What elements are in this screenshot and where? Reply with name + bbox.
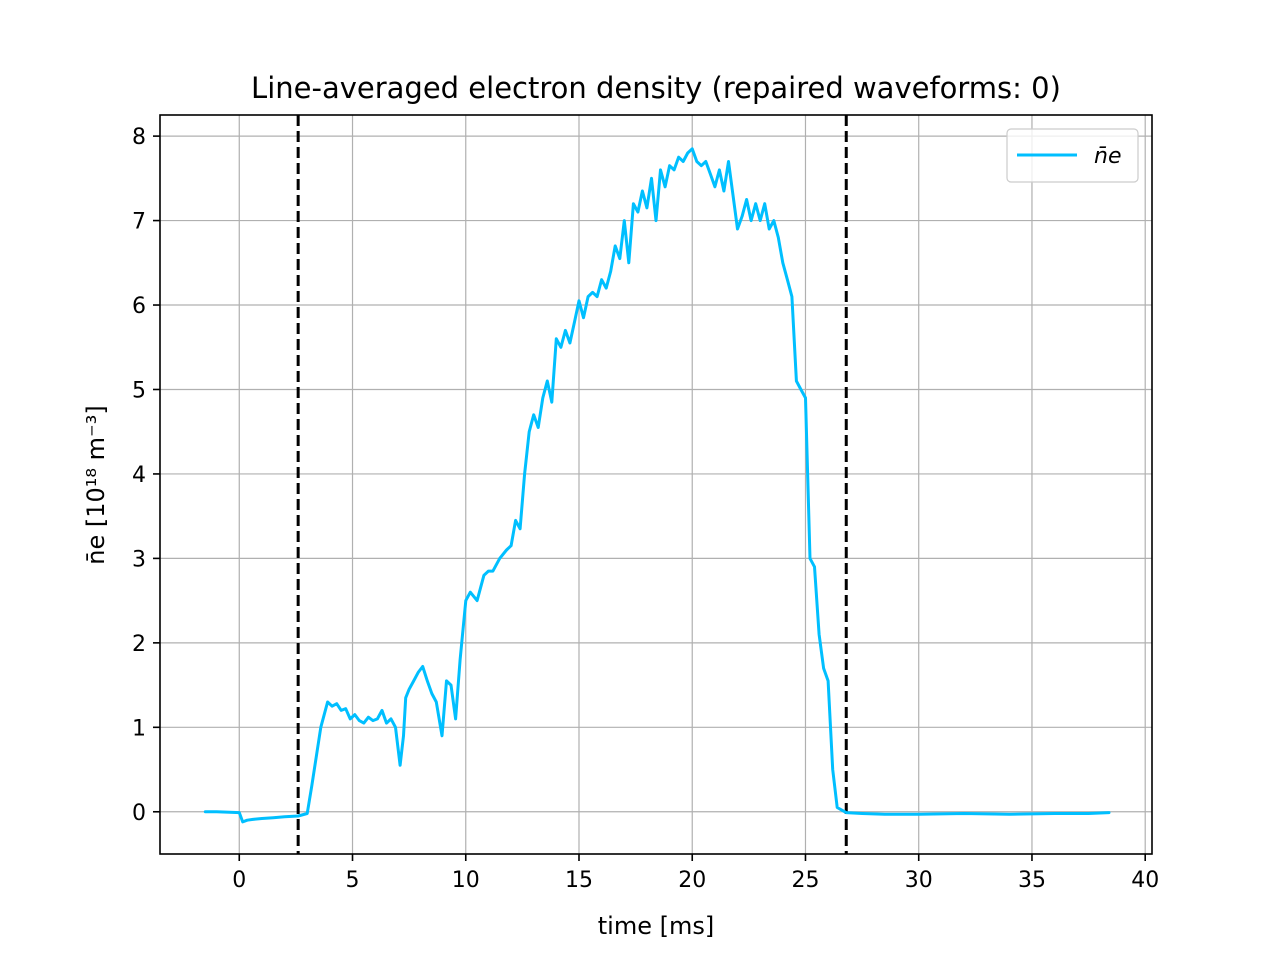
y-tick-label: 1 — [132, 716, 146, 741]
y-tick-label: 4 — [132, 463, 146, 488]
legend-label: n̄e — [1094, 144, 1121, 169]
x-axis-ticks: 0 5 10 15 20 25 30 35 40 — [232, 854, 1159, 893]
series-layer — [203, 147, 1111, 824]
x-tick-label: 5 — [346, 868, 360, 893]
y-axis-ticks: 0 1 2 3 4 5 6 7 8 — [132, 125, 160, 826]
x-tick-label: 15 — [565, 868, 593, 893]
grid — [160, 115, 1152, 854]
chart-title: Line-averaged electron density (repaired… — [251, 71, 1061, 105]
legend: n̄e — [1006, 128, 1139, 183]
x-tick-label: 40 — [1131, 868, 1159, 893]
y-tick-label: 6 — [132, 294, 146, 319]
y-tick-label: 8 — [132, 125, 146, 150]
x-tick-label: 10 — [452, 868, 480, 893]
y-tick-label: 5 — [132, 378, 146, 403]
x-tick-label: 0 — [232, 868, 246, 893]
x-tick-label: 30 — [905, 868, 933, 893]
y-tick-label: 3 — [132, 547, 146, 572]
x-tick-label: 25 — [791, 868, 819, 893]
plot-frame — [159, 114, 1153, 855]
y-tick-label: 0 — [132, 801, 146, 826]
y-axis-label: n̄e [10¹⁸ m⁻³] — [82, 405, 110, 564]
event-markers — [296, 115, 848, 854]
series-line — [203, 147, 1111, 824]
y-tick-label: 7 — [132, 210, 146, 235]
x-axis-label: time [ms] — [598, 912, 714, 940]
x-tick-label: 35 — [1018, 868, 1046, 893]
x-tick-label: 20 — [678, 868, 706, 893]
y-tick-label: 2 — [132, 632, 146, 657]
